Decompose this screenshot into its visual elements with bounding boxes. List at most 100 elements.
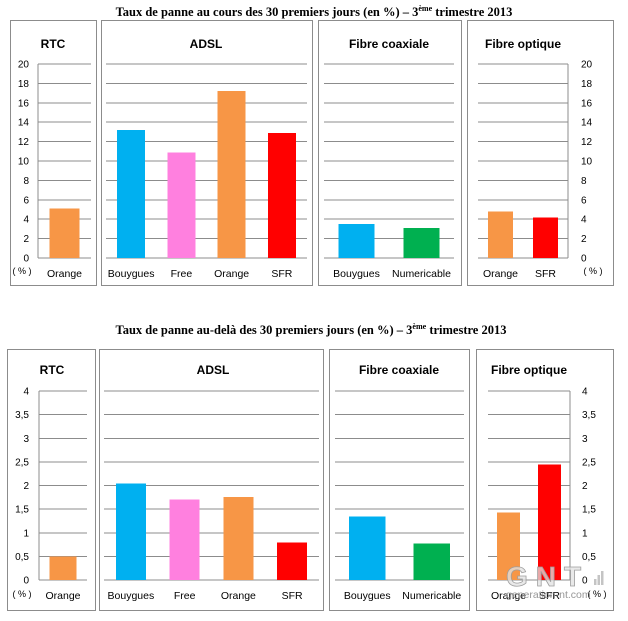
y-tick-label: 18 (581, 79, 593, 90)
category-label: Orange (483, 268, 518, 280)
y-tick-label: 12 (581, 137, 593, 148)
y-tick-label: 4 (23, 387, 29, 398)
category-label: SFR (282, 590, 303, 602)
y-tick-label: 12 (18, 137, 30, 148)
chart-title: Taux de panne au cours des 30 premiers j… (116, 4, 513, 19)
panel-fibre-coaxiale: Fibre coaxiale Bouygues Numericable (318, 20, 462, 286)
category-label: Bouygues (108, 268, 155, 280)
y-tick-label: 10 (581, 157, 593, 168)
y-tick-label: 0 (582, 576, 588, 587)
panel-title: Fibre optique (491, 363, 567, 377)
y-tick-label: 1 (582, 528, 588, 539)
category-label: Free (171, 268, 193, 280)
panel-title: ADSL (197, 363, 230, 377)
category-label: SFR (539, 590, 560, 602)
y-tick-label: 2 (23, 234, 29, 245)
category-label: Orange (214, 268, 249, 280)
y-tick-label: 8 (23, 176, 29, 187)
bar-adsl-free (167, 152, 196, 258)
y-tick-label: 4 (581, 215, 587, 226)
y-tick-label: 3,5 (582, 410, 596, 421)
signal-bar (597, 575, 600, 585)
panel-title: RTC (41, 37, 66, 51)
panel-rtc: RTC 0 0,5 1 1,5 2 2,5 3 3,5 4 ( % ) Orange (7, 349, 96, 611)
y-unit-label: ( % ) (13, 266, 32, 276)
category-label: Numericable (392, 268, 451, 280)
category-label: Orange (47, 268, 82, 280)
y-tick-label: 2 (23, 481, 29, 492)
y-tick-label: 4 (582, 387, 588, 398)
y-tick-label: 2 (582, 481, 588, 492)
y-tick-label: 14 (18, 118, 30, 129)
panel-fibre-coaxiale: Fibre coaxiale Bouygues Numericable (329, 349, 470, 611)
signal-bar (594, 579, 597, 585)
y-tick-label: 14 (581, 118, 593, 129)
panel-adsl: ADSL Bouygues Free Orange SFR (99, 349, 324, 611)
y-tick-label: 2 (581, 234, 587, 245)
bar-fibre-optique-sfr (532, 217, 559, 258)
y-tick-label: 3 (582, 434, 588, 445)
chart-first-30-days: Taux de panne au cours des 30 premiers j… (10, 4, 614, 286)
y-tick-label: 16 (581, 98, 593, 109)
bar-fibre-coaxiale-bouygues (349, 516, 386, 580)
panel-title: RTC (40, 363, 65, 377)
y-tick-label: 8 (581, 176, 587, 187)
panel-fibre-optique: Fibre optique 0 2 4 6 8 10 12 14 16 18 20 ( % ) Orang… (467, 20, 614, 286)
chart-title-text: Taux de panne au cours des 30 premiers j… (116, 5, 419, 19)
category-label: Bouygues (108, 590, 155, 602)
panel-rtc: RTC 0 2 4 6 8 10 12 14 16 18 20 ( % ) Orange (10, 20, 97, 286)
category-label: Bouygues (344, 590, 391, 602)
y-unit-label: ( % ) (588, 589, 607, 599)
y-unit-label: ( % ) (13, 589, 32, 599)
bar-adsl-bouygues (117, 129, 146, 258)
bar-fibre-coaxiale-numericable (413, 543, 450, 580)
bar-adsl-bouygues (115, 483, 146, 580)
y-tick-label: 0,5 (15, 552, 29, 563)
y-tick-label: 4 (23, 215, 29, 226)
y-tick-label: 6 (23, 195, 29, 206)
category-label: SFR (535, 268, 556, 280)
panel-title: ADSL (190, 37, 223, 51)
chart-title-superscript: ème (412, 322, 426, 331)
category-label: Numericable (402, 590, 461, 602)
y-tick-label: 2,5 (15, 457, 29, 468)
bar-fibre-optique-orange (497, 512, 520, 580)
panel-adsl: ADSL Bouygues Free Orange SFR (101, 20, 313, 286)
bar-adsl-orange (217, 91, 246, 258)
bar-adsl-sfr (277, 542, 308, 580)
y-tick-label: 20 (581, 60, 593, 71)
bar-fibre-coaxiale-numericable (403, 227, 440, 258)
chart-title-end: trimestre 2013 (432, 5, 512, 19)
chart-title-text: Taux de panne au-delà des 30 premiers jo… (116, 323, 413, 337)
category-label: SFR (271, 268, 292, 280)
y-tick-label: 0 (23, 254, 29, 265)
bar-adsl-sfr (267, 132, 296, 258)
category-label: Orange (491, 590, 526, 602)
y-tick-label: 10 (18, 157, 30, 168)
y-tick-label: 16 (18, 98, 30, 109)
signal-bars-icon (594, 571, 604, 585)
bar-adsl-free (169, 499, 200, 580)
bar-rtc-orange (49, 208, 80, 258)
category-label: Orange (221, 590, 256, 602)
panel-title: Fibre optique (485, 37, 561, 51)
y-tick-label: 2,5 (582, 457, 596, 468)
panel-title: Fibre coaxiale (349, 37, 429, 51)
y-tick-label: 3,5 (15, 410, 29, 421)
bar-fibre-coaxiale-bouygues (338, 224, 375, 258)
y-tick-label: 20 (18, 60, 30, 71)
category-label: Free (174, 590, 196, 602)
y-tick-label: 3 (23, 434, 29, 445)
bar-fibre-optique-orange (487, 211, 514, 258)
watermark-site: generation-nt.com (506, 589, 591, 601)
panel-title: Fibre coaxiale (359, 363, 439, 377)
panel-fibre-optique: Fibre optique 0 0,5 1 1,5 2 2,5 3 3,5 4 ( % ) Orang… (476, 349, 614, 611)
y-tick-label: 1 (23, 528, 29, 539)
bar-adsl-orange (223, 496, 254, 580)
y-tick-label: 0,5 (582, 552, 596, 563)
chart-title: Taux de panne au-delà des 30 premiers jo… (116, 322, 507, 337)
bar-rtc-orange (49, 556, 77, 580)
